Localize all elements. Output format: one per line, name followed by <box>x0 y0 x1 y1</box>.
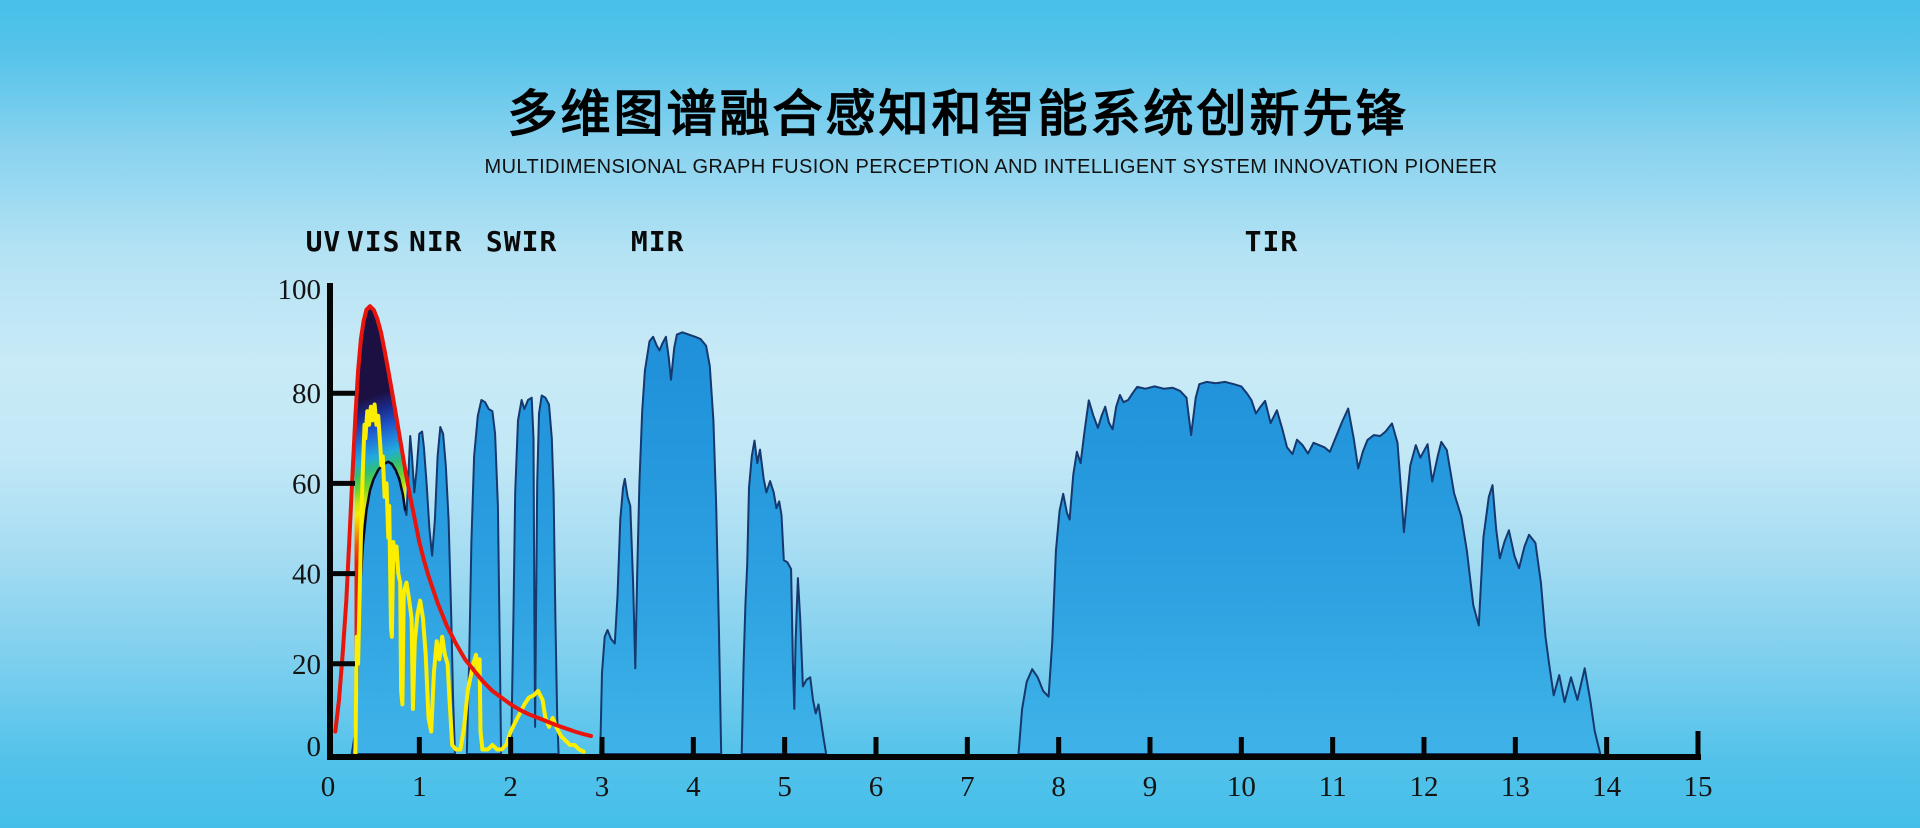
x-tick-label: 4 <box>686 771 701 803</box>
y-tick-label: 20 <box>292 649 321 681</box>
band-label-swir: SWIR <box>486 225 557 258</box>
poster-title-cn: 多维图谱融合感知和智能系统创新先锋 <box>507 85 1409 143</box>
y-tick-label: 80 <box>292 378 321 410</box>
x-tick-label: 15 <box>1683 771 1712 803</box>
y-tick-label: 60 <box>292 468 321 500</box>
x-tick-label: 9 <box>1143 771 1158 803</box>
x-tick-label: 8 <box>1051 771 1066 803</box>
toa-solar-curve <box>333 304 593 738</box>
x-tick-label: 5 <box>777 771 792 803</box>
surface-solar-spectrum-curve <box>353 402 586 756</box>
poster-subtitle-en: MULTIDIMENSIONAL GRAPH FUSION PERCEPTION… <box>484 156 1498 178</box>
axis-lines <box>327 283 1701 760</box>
band-label-vis: VIS <box>347 225 401 258</box>
band-label-uv: UV <box>306 225 342 258</box>
x-tick-label: 12 <box>1409 771 1438 803</box>
band-label-mir: MIR <box>631 225 685 258</box>
band-label-nir: NIR <box>409 225 463 258</box>
y-tick-label: 0 <box>307 731 322 763</box>
y-tick-label: 40 <box>292 559 321 591</box>
x-tick-label: 2 <box>503 771 518 803</box>
x-tick-label: 10 <box>1227 771 1256 803</box>
atmospheric-windows-area <box>350 331 1602 755</box>
x-tick-label: 7 <box>960 771 975 803</box>
x-tick-label: 6 <box>869 771 884 803</box>
x-tick-label: 13 <box>1501 771 1530 803</box>
x-tick-label: 11 <box>1319 771 1347 803</box>
x-tick-label: 1 <box>412 771 427 803</box>
y-tick-label: 100 <box>278 274 322 306</box>
x-tick-label: 3 <box>595 771 610 803</box>
x-tick-label: 14 <box>1592 771 1622 803</box>
band-label-tir: TIR <box>1245 225 1299 258</box>
x-tick-label: 0 <box>321 771 336 803</box>
